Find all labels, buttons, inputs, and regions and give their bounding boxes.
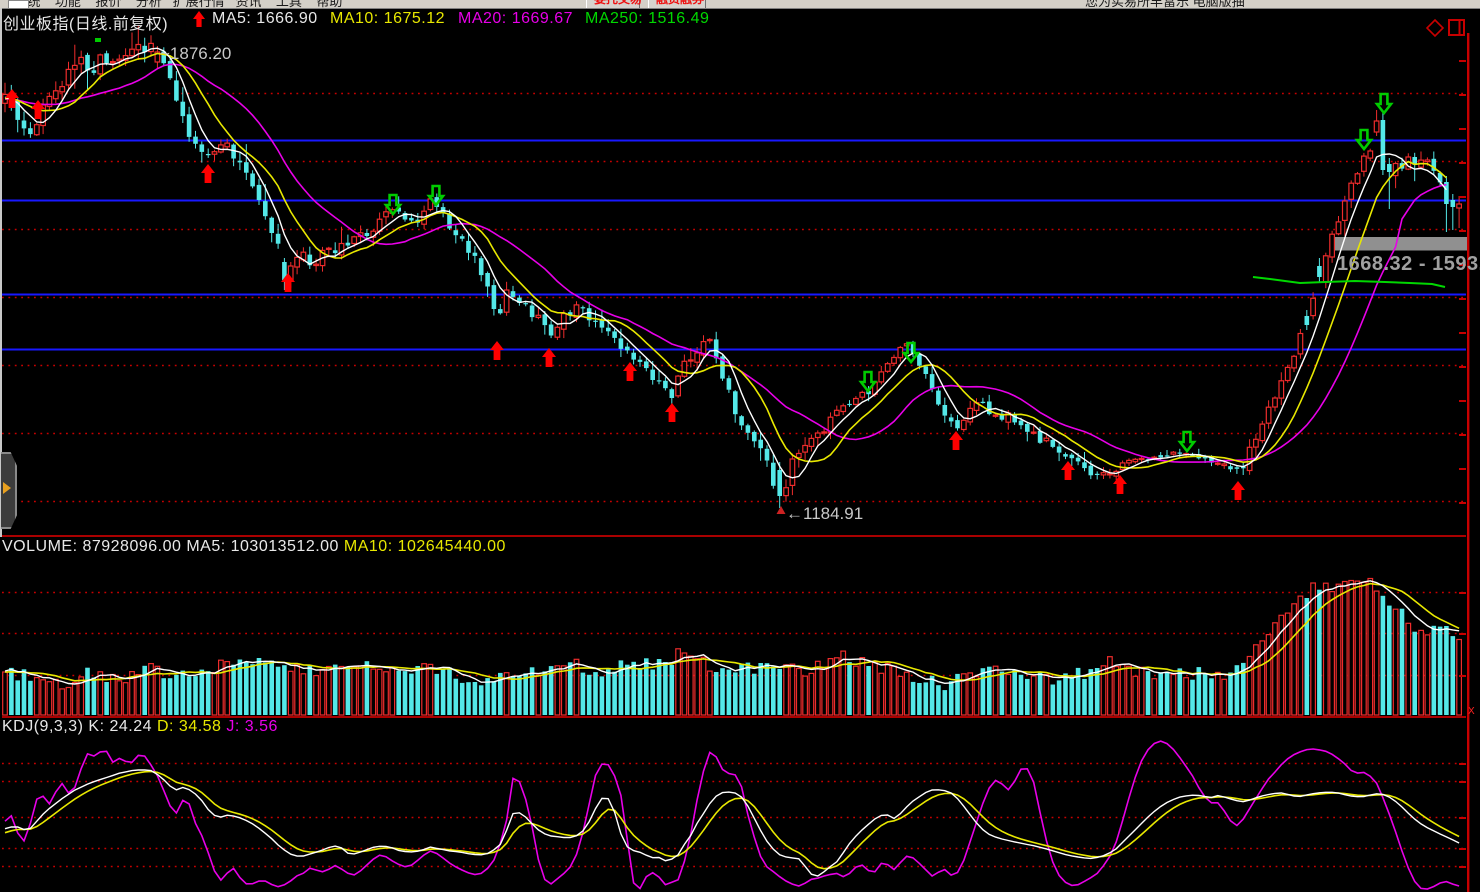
svg-text:X: X — [1468, 706, 1475, 717]
